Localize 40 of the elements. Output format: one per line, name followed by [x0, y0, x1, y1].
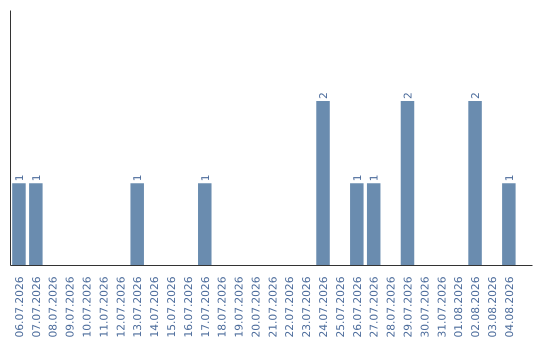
- x-tick-label: 28.07.2026: [384, 276, 398, 338]
- data-label: 1: [30, 174, 43, 182]
- data-label: 2: [401, 92, 414, 99]
- x-tick-label: 20.07.2026: [249, 276, 262, 338]
- x-tick-label: 10.07.2026: [80, 276, 94, 338]
- x-tick-label: 18.07.2026: [216, 276, 229, 338]
- data-label: 1: [350, 174, 364, 182]
- data-label: 2: [317, 92, 330, 99]
- x-tick-label: 25.07.2026: [334, 276, 347, 338]
- x-tick-label: 12.07.2026: [114, 276, 128, 338]
- data-label: 1: [502, 174, 516, 182]
- x-tick-label: 08.07.2026: [46, 276, 60, 338]
- data-label: 2: [469, 92, 482, 99]
- x-tick-label: 26.07.2026: [350, 276, 364, 338]
- data-label: 1: [368, 174, 381, 182]
- x-tick-label: 27.07.2026: [368, 276, 381, 338]
- data-label: 1: [12, 174, 26, 182]
- x-tick-label: 09.07.2026: [64, 276, 77, 338]
- x-tick-label: 16.07.2026: [182, 276, 195, 338]
- x-tick-label: 21.07.2026: [266, 276, 280, 338]
- x-tick-label: 06.07.2026: [12, 276, 26, 338]
- x-tick-label: 19.07.2026: [232, 276, 246, 338]
- x-tick-label: 14.07.2026: [148, 276, 162, 338]
- x-tick-label: 24.07.2026: [317, 276, 330, 338]
- data-label: 1: [131, 174, 144, 182]
- x-tick-label: 31.07.2026: [435, 276, 448, 338]
- x-tick-label: 03.08.2026: [486, 276, 499, 338]
- x-tick-label: 11.07.2026: [97, 276, 110, 338]
- x-tick-label: 07.07.2026: [30, 276, 43, 338]
- data-label: 1: [198, 174, 212, 182]
- x-tick-label: 22.07.2026: [283, 276, 296, 338]
- x-tick-label: 30.07.2026: [418, 276, 432, 338]
- x-tick-label: 13.07.2026: [131, 276, 144, 338]
- x-tick-label: 04.08.2026: [502, 276, 516, 338]
- x-tick-label: 17.07.2026: [198, 276, 212, 338]
- x-tick-label: 29.07.2026: [401, 276, 414, 338]
- x-tick-label: 23.07.2026: [300, 276, 314, 338]
- x-tick-label: 02.08.2026: [469, 276, 482, 338]
- x-tick-label: 01.08.2026: [452, 276, 466, 338]
- x-tick-label: 15.07.2026: [164, 276, 178, 338]
